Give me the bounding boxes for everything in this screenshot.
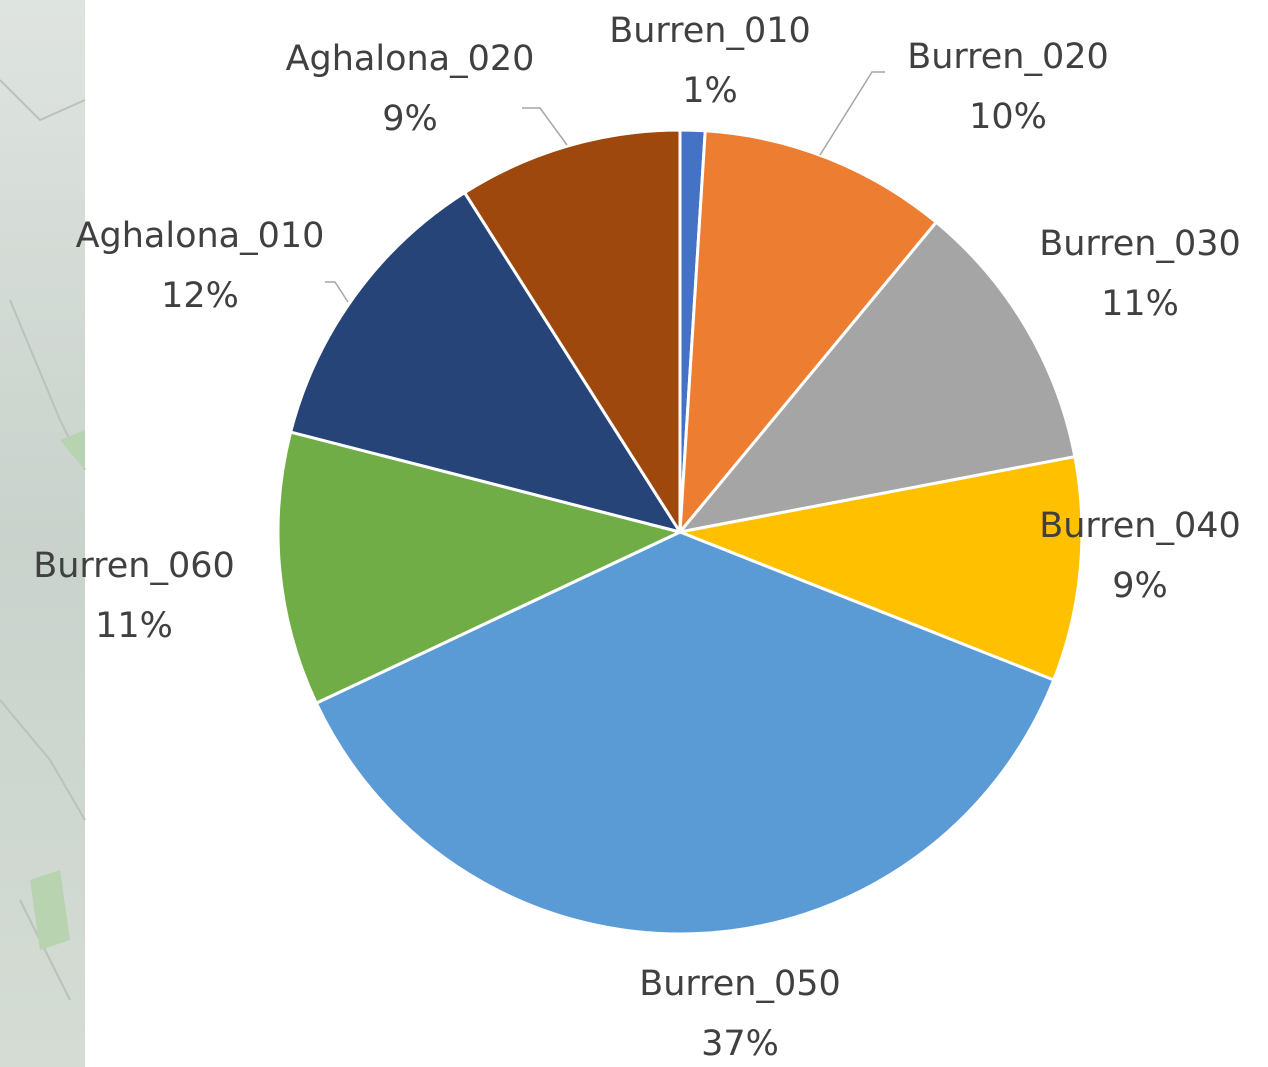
- pie-slice: [463, 128, 682, 534]
- leader-line: [819, 71, 885, 156]
- pie-slice: [276, 430, 682, 705]
- slice-category-label: Aghalona_010: [76, 216, 325, 256]
- slice-category-label: Burren_040: [1039, 506, 1241, 546]
- slice-value-label: 9%: [1112, 566, 1168, 606]
- slice-value-label: 12%: [161, 276, 239, 316]
- pie-slice: [678, 220, 1077, 534]
- slice-value-label: 9%: [382, 99, 438, 139]
- slice-category-label: Burren_060: [33, 546, 235, 586]
- leader-line: [522, 107, 568, 146]
- slice-category-label: Burren_050: [639, 964, 841, 1004]
- map-roads: [0, 79, 86, 1001]
- slice-value-label: 37%: [701, 1024, 779, 1064]
- slice-value-label: 11%: [95, 606, 173, 646]
- pie-slice: [678, 129, 938, 534]
- pie-slice: [289, 191, 682, 534]
- leader-lines: [325, 71, 885, 303]
- slice-value-label: 11%: [1101, 284, 1179, 324]
- map-fields: [30, 430, 85, 950]
- slice-category-label: Aghalona_020: [286, 39, 535, 79]
- slice-category-label: Burren_010: [609, 11, 811, 51]
- slice-category-label: Burren_020: [907, 37, 1109, 77]
- slice-category-label: Burren_030: [1039, 224, 1241, 264]
- slice-value-label: 10%: [969, 97, 1047, 137]
- pie-slice: [314, 530, 1056, 936]
- pie-slice: [678, 455, 1084, 682]
- slice-value-label: 1%: [682, 71, 738, 111]
- leader-line: [325, 281, 349, 303]
